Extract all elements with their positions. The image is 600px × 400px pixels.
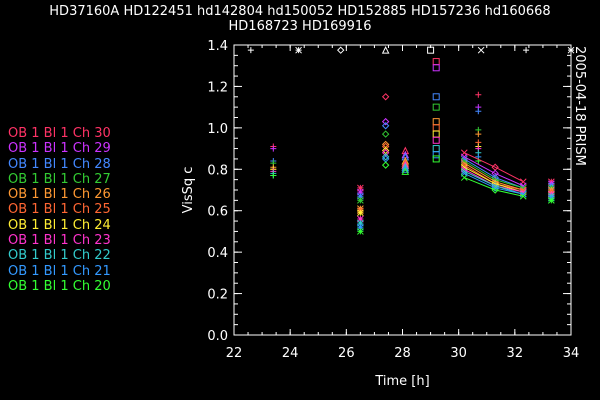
series-line — [464, 152, 524, 183]
x-tick-label: 24 — [282, 346, 299, 361]
data-point — [357, 192, 364, 200]
title-line-2: HD168723 HD169916 — [228, 19, 372, 34]
legend-entry: OB 1 Bl 1 Ch 20 — [8, 278, 111, 294]
data-point — [432, 155, 440, 163]
data-point — [432, 136, 440, 144]
data-point — [432, 64, 440, 72]
data-point — [381, 142, 390, 151]
data-point — [475, 91, 482, 98]
legend-entry: OB 1 Bl 1 Ch 21 — [8, 263, 111, 279]
data-point — [432, 93, 440, 101]
x-tick-label: 26 — [338, 346, 355, 361]
data-point — [381, 130, 390, 138]
data-point — [432, 103, 440, 111]
y-tick-label: 1.4 — [207, 39, 228, 54]
series-line — [464, 172, 524, 195]
data-point — [432, 130, 440, 138]
data-point — [432, 151, 440, 159]
series-line — [464, 156, 524, 187]
data-point — [357, 209, 364, 217]
series-line — [464, 158, 524, 189]
series-line — [464, 166, 524, 193]
data-point — [357, 219, 364, 227]
y-tick-label: 0.8 — [207, 163, 228, 178]
legend: OB 1 Bl 1 Ch 30 OB 1 Bl 1 Ch 29 OB 1 Bl … — [8, 126, 111, 294]
data-point — [460, 174, 468, 181]
legend-entry: OB 1 Bl 1 Ch 22 — [8, 248, 111, 264]
plot-frame — [233, 44, 572, 336]
y-tick-label: 1.2 — [207, 80, 228, 95]
data-point — [357, 215, 364, 223]
chart-title: HD37160A HD122451 hd142804 hd150052 HD15… — [0, 4, 600, 34]
y-axis-label: VisSq c — [181, 167, 196, 214]
data-point — [357, 188, 364, 196]
calibrator-marker — [247, 47, 254, 54]
data-point — [357, 184, 364, 192]
series-line — [464, 177, 524, 197]
data-point — [270, 172, 277, 179]
legend-entry: OB 1 Bl 1 Ch 23 — [8, 233, 111, 249]
data-point — [381, 140, 390, 149]
x-tick-label: 22 — [226, 346, 243, 361]
y-tick-label: 1.0 — [207, 122, 228, 137]
legend-entry: OB 1 Bl 1 Ch 27 — [8, 171, 111, 187]
data-point — [381, 146, 390, 155]
calibrator-marker — [477, 46, 485, 54]
y-tick-label: 0.0 — [207, 329, 228, 344]
data-point — [381, 93, 390, 101]
date-label: 2005-04-18 PRISM — [572, 46, 587, 166]
y-tick-label: 0.6 — [207, 205, 228, 220]
data-point — [460, 168, 468, 175]
x-tick-label: 32 — [507, 346, 524, 361]
data-point — [357, 223, 364, 231]
calibrator-marker — [427, 46, 435, 54]
data-point — [401, 165, 410, 173]
x-axis-label: Time [h] — [374, 374, 429, 389]
y-tick-label: 0.2 — [207, 288, 228, 303]
data-point — [432, 118, 440, 126]
title-line-1: HD37160A HD122451 hd142804 hd150052 HD15… — [49, 4, 551, 19]
legend-entry: OB 1 Bl 1 Ch 29 — [8, 141, 111, 157]
data-point — [401, 163, 410, 171]
legend-entry: OB 1 Bl 1 Ch 25 — [8, 202, 111, 218]
data-point — [270, 145, 277, 152]
data-point — [432, 124, 440, 132]
data-point — [381, 122, 390, 130]
series-line — [464, 162, 524, 191]
data-point — [381, 149, 390, 157]
data-point — [475, 131, 482, 138]
data-point — [401, 167, 410, 175]
data-point — [547, 197, 555, 204]
data-point — [432, 145, 440, 153]
calibrator-marker — [567, 46, 575, 54]
legend-entry: OB 1 Bl 1 Ch 24 — [8, 217, 111, 233]
calibrator-marker — [381, 46, 390, 54]
x-tick-label: 30 — [450, 346, 467, 361]
data-point — [381, 153, 390, 161]
x-tick-label: 34 — [563, 346, 580, 361]
data-point — [357, 228, 364, 235]
legend-entry: OB 1 Bl 1 Ch 26 — [8, 187, 111, 203]
y-tick-label: 0.4 — [207, 246, 228, 261]
calibrator-marker — [337, 46, 345, 54]
x-tick-label: 28 — [394, 346, 411, 361]
data-point — [381, 155, 390, 163]
calibrator-marker — [295, 46, 302, 54]
series-line — [464, 170, 524, 195]
series-line — [464, 160, 524, 189]
data-point — [475, 108, 482, 115]
legend-entry: OB 1 Bl 1 Ch 30 — [8, 126, 111, 141]
data-point — [357, 197, 364, 204]
data-point — [432, 58, 440, 66]
data-point — [381, 161, 390, 169]
data-point — [381, 117, 390, 126]
legend-entry: OB 1 Bl 1 Ch 28 — [8, 156, 111, 172]
calibrator-marker — [523, 47, 530, 54]
